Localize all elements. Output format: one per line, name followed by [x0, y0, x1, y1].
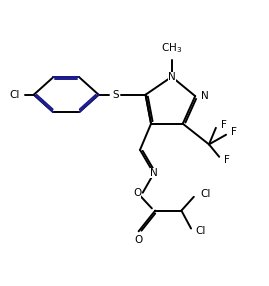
- Text: S: S: [112, 90, 119, 100]
- Text: F: F: [221, 120, 227, 130]
- Text: F: F: [224, 154, 230, 164]
- Text: CH$_3$: CH$_3$: [161, 41, 182, 55]
- Text: Cl: Cl: [196, 226, 206, 236]
- Text: Cl: Cl: [200, 189, 210, 199]
- Text: N: N: [150, 168, 158, 178]
- Text: F: F: [231, 127, 237, 137]
- Text: Cl: Cl: [10, 90, 20, 100]
- Text: N: N: [168, 72, 176, 82]
- Text: O: O: [134, 235, 143, 245]
- Text: O: O: [133, 188, 141, 198]
- Text: N: N: [201, 91, 209, 101]
